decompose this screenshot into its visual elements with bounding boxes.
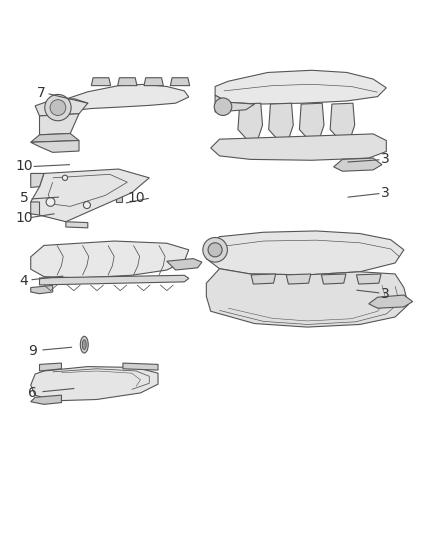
PathPatch shape bbox=[77, 188, 85, 191]
Ellipse shape bbox=[80, 336, 88, 353]
PathPatch shape bbox=[329, 103, 354, 139]
PathPatch shape bbox=[39, 363, 61, 371]
Text: 6: 6 bbox=[28, 386, 37, 400]
PathPatch shape bbox=[66, 222, 88, 228]
PathPatch shape bbox=[206, 269, 407, 327]
PathPatch shape bbox=[368, 295, 412, 308]
Text: 3: 3 bbox=[380, 185, 389, 200]
PathPatch shape bbox=[31, 133, 79, 142]
Circle shape bbox=[50, 100, 66, 116]
PathPatch shape bbox=[268, 103, 293, 139]
PathPatch shape bbox=[35, 99, 88, 116]
Text: 10: 10 bbox=[15, 159, 33, 173]
PathPatch shape bbox=[31, 169, 149, 222]
PathPatch shape bbox=[215, 70, 385, 104]
PathPatch shape bbox=[115, 188, 124, 192]
PathPatch shape bbox=[91, 78, 110, 86]
Circle shape bbox=[202, 238, 227, 262]
Text: 10: 10 bbox=[127, 191, 145, 205]
PathPatch shape bbox=[251, 274, 275, 284]
Circle shape bbox=[62, 175, 67, 181]
PathPatch shape bbox=[333, 158, 381, 171]
Text: 3: 3 bbox=[380, 152, 389, 166]
Text: 3: 3 bbox=[380, 287, 389, 301]
PathPatch shape bbox=[237, 103, 262, 139]
PathPatch shape bbox=[116, 192, 122, 203]
Ellipse shape bbox=[82, 340, 86, 350]
Circle shape bbox=[208, 243, 222, 257]
Circle shape bbox=[46, 198, 55, 206]
PathPatch shape bbox=[166, 259, 201, 270]
PathPatch shape bbox=[78, 191, 84, 201]
PathPatch shape bbox=[286, 274, 310, 284]
PathPatch shape bbox=[39, 275, 188, 285]
Circle shape bbox=[214, 98, 231, 116]
PathPatch shape bbox=[31, 173, 44, 188]
PathPatch shape bbox=[321, 274, 345, 284]
PathPatch shape bbox=[61, 84, 188, 111]
PathPatch shape bbox=[31, 241, 188, 278]
PathPatch shape bbox=[123, 363, 158, 370]
PathPatch shape bbox=[144, 78, 163, 86]
PathPatch shape bbox=[206, 231, 403, 275]
PathPatch shape bbox=[31, 285, 53, 294]
PathPatch shape bbox=[31, 202, 39, 215]
PathPatch shape bbox=[356, 274, 380, 284]
PathPatch shape bbox=[31, 141, 79, 152]
PathPatch shape bbox=[31, 367, 158, 401]
PathPatch shape bbox=[39, 114, 79, 135]
Circle shape bbox=[45, 94, 71, 121]
PathPatch shape bbox=[210, 134, 385, 160]
PathPatch shape bbox=[215, 95, 254, 112]
Circle shape bbox=[83, 201, 90, 208]
PathPatch shape bbox=[117, 78, 137, 86]
PathPatch shape bbox=[170, 78, 189, 86]
Text: 10: 10 bbox=[15, 211, 33, 225]
PathPatch shape bbox=[31, 395, 61, 405]
PathPatch shape bbox=[299, 103, 323, 139]
Text: 5: 5 bbox=[20, 191, 28, 205]
Text: 9: 9 bbox=[28, 344, 37, 358]
Text: 4: 4 bbox=[20, 273, 28, 287]
Text: 7: 7 bbox=[37, 86, 46, 100]
